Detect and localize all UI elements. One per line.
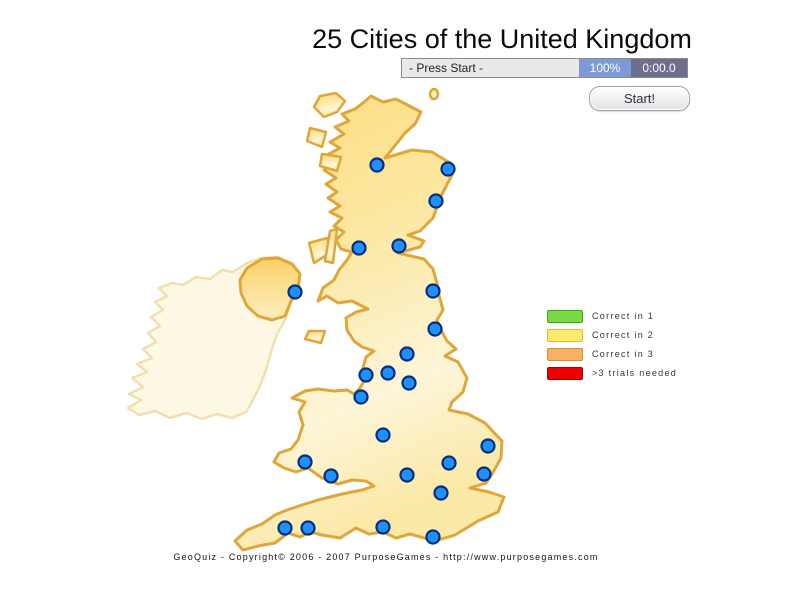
page-title: 25 Cities of the United Kingdom [312,24,692,54]
island-shetland [428,87,440,101]
city-dot[interactable] [476,466,492,482]
legend-swatch-correct-1 [547,309,583,323]
city-dot[interactable] [300,520,316,536]
legend-item: Correct in 1 [547,309,677,323]
city-dot[interactable] [375,519,391,535]
city-dot[interactable] [323,468,339,484]
city-dot[interactable] [399,346,415,362]
legend-label: >3 trials needed [592,368,678,378]
start-button[interactable]: Start! [589,86,690,111]
islands [303,87,440,345]
score-percent: 100% [579,59,631,77]
legend-item: Correct in 3 [547,347,677,361]
city-dot[interactable] [433,485,449,501]
city-dot[interactable] [425,283,441,299]
city-dot[interactable] [427,321,443,337]
legend-swatch-correct-3 [547,347,583,361]
legend-item: >3 trials needed [547,366,677,380]
legend-swatch-correct-2 [547,328,583,342]
legend-item: Correct in 2 [547,328,677,342]
legend-label: Correct in 3 [592,349,655,359]
legend-swatch-failed [547,366,583,380]
city-dot[interactable] [391,238,407,254]
city-dot[interactable] [401,375,417,391]
city-dot[interactable] [287,284,303,300]
city-dot[interactable] [399,467,415,483]
peninsula-kintyre [323,227,339,265]
island-uist [305,126,328,149]
city-dot[interactable] [380,365,396,381]
northern-ireland-landmass [238,256,302,322]
legend: Correct in 1 Correct in 2 Correct in 3 >… [547,309,677,380]
city-dot[interactable] [277,520,293,536]
city-dot[interactable] [375,427,391,443]
city-dot[interactable] [353,389,369,405]
timer-display: 0:00.0 [631,59,687,77]
city-dot[interactable] [351,240,367,256]
city-dot[interactable] [369,157,385,173]
status-bar: - Press Start - 100% 0:00.0 [401,58,688,78]
legend-label: Correct in 1 [592,311,655,321]
island-isle-of-man [303,329,327,345]
city-dot[interactable] [480,438,496,454]
city-dot[interactable] [358,367,374,383]
status-message: - Press Start - [402,59,579,77]
city-dot[interactable] [297,454,313,470]
city-dot[interactable] [441,455,457,471]
island-lewis [312,91,347,119]
city-dot[interactable] [440,161,456,177]
city-dot[interactable] [425,529,441,545]
city-dot[interactable] [428,193,444,209]
island-skye [318,152,343,173]
city-dots [277,157,496,545]
legend-label: Correct in 2 [592,330,655,340]
footer-credit: GeoQuiz - Copyright© 2006 - 2007 Purpose… [173,552,599,562]
